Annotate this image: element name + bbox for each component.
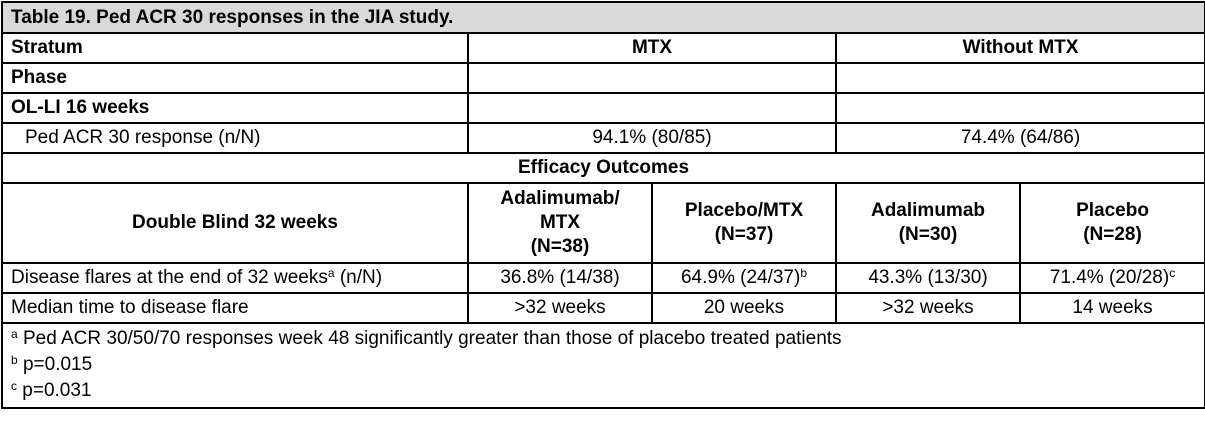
median-time-label: Median time to disease flare: [1, 292, 469, 324]
col-header-line: Placebo/MTX: [684, 200, 804, 221]
phase-label: Phase: [1, 62, 469, 94]
col-header-line: MTX: [539, 212, 581, 233]
cell-value: 64.9% (24/37): [680, 267, 801, 288]
double-blind-label: Double Blind 32 weeks: [1, 182, 469, 264]
disease-flares-value: 36.8% (14/38): [467, 262, 653, 294]
olli-label: OL-LI 16 weeks: [1, 92, 469, 124]
disease-flares-value: 43.3% (13/30): [835, 262, 1021, 294]
ped-acr-mtx-value: 94.1% (80/85): [467, 122, 837, 154]
median-time-value: >32 weeks: [835, 292, 1021, 324]
ped-acr-label: Ped ACR 30 response (n/N): [1, 122, 469, 154]
median-time-value: 20 weeks: [651, 292, 837, 324]
efficacy-outcomes-header: Efficacy Outcomes: [0, 152, 1205, 184]
col-header-adalimumab: Adalimumab (N=30): [835, 182, 1021, 264]
table-caption: Table 19. Ped ACR 30 responses in the JI…: [0, 1, 1205, 34]
col-header-line: Adalimumab/: [500, 188, 620, 209]
disease-flares-label-text: Disease flares at the end of 32 weeks: [11, 267, 328, 288]
footnote-mark: a: [11, 327, 18, 341]
footnote: a Ped ACR 30/50/70 responses week 48 sig…: [11, 326, 1196, 352]
col-header-line: (N=38): [530, 236, 590, 257]
col-header-line: (N=28): [1083, 224, 1142, 245]
phase-mtx-empty: [467, 62, 837, 94]
col-header-line: Adalimumab: [870, 200, 986, 221]
footnote-ref-b: b: [800, 266, 808, 280]
disease-flares-label-suffix: (n/N): [334, 267, 383, 288]
col-header-line: (N=37): [714, 224, 774, 245]
cell-value: 71.4% (20/28): [1049, 267, 1170, 288]
stratum-label: Stratum: [1, 32, 469, 64]
col-header-line: (N=30): [898, 224, 958, 245]
footnote-mark: c: [11, 379, 17, 393]
jia-study-table: Table 19. Ped ACR 30 responses in the JI…: [0, 1, 1205, 409]
col-header-line: Placebo: [1076, 200, 1149, 221]
olli-without-mtx-empty: [834, 92, 1205, 124]
cell-value: 36.8% (14/38): [500, 267, 620, 288]
cell-value: 43.3% (13/30): [868, 267, 988, 288]
ped-acr-without-mtx-value: 74.4% (64/86): [834, 122, 1205, 154]
footnote-ref-a: a: [327, 266, 335, 280]
footnote: b p=0.015: [11, 352, 1196, 378]
col-header-placebo-mtx: Placebo/MTX (N=37): [651, 182, 837, 264]
col-header-adalimumab-mtx: Adalimumab/ MTX (N=38): [467, 182, 653, 264]
disease-flares-value: 64.9% (24/37)b: [651, 262, 837, 294]
footnote-text: p=0.031: [17, 380, 92, 401]
stratum-without-mtx: Without MTX: [834, 32, 1205, 64]
disease-flares-label: Disease flares at the end of 32 weeksa (…: [1, 262, 469, 294]
median-time-value: 14 weeks: [1018, 292, 1205, 324]
footnote-mark: b: [11, 353, 18, 367]
stratum-mtx: MTX: [467, 32, 837, 64]
footnote-text: Ped ACR 30/50/70 responses week 48 signi…: [17, 328, 842, 349]
olli-mtx-empty: [467, 92, 837, 124]
footnote-text: p=0.015: [17, 354, 93, 375]
footnotes: a Ped ACR 30/50/70 responses week 48 sig…: [0, 322, 1205, 409]
phase-without-mtx-empty: [834, 62, 1205, 94]
footnote-ref-c: c: [1169, 266, 1176, 280]
col-header-placebo: Placebo (N=28): [1018, 182, 1205, 264]
disease-flares-value: 71.4% (20/28)c: [1018, 262, 1205, 294]
footnote: c p=0.031: [11, 378, 1196, 404]
median-time-value: >32 weeks: [467, 292, 653, 324]
